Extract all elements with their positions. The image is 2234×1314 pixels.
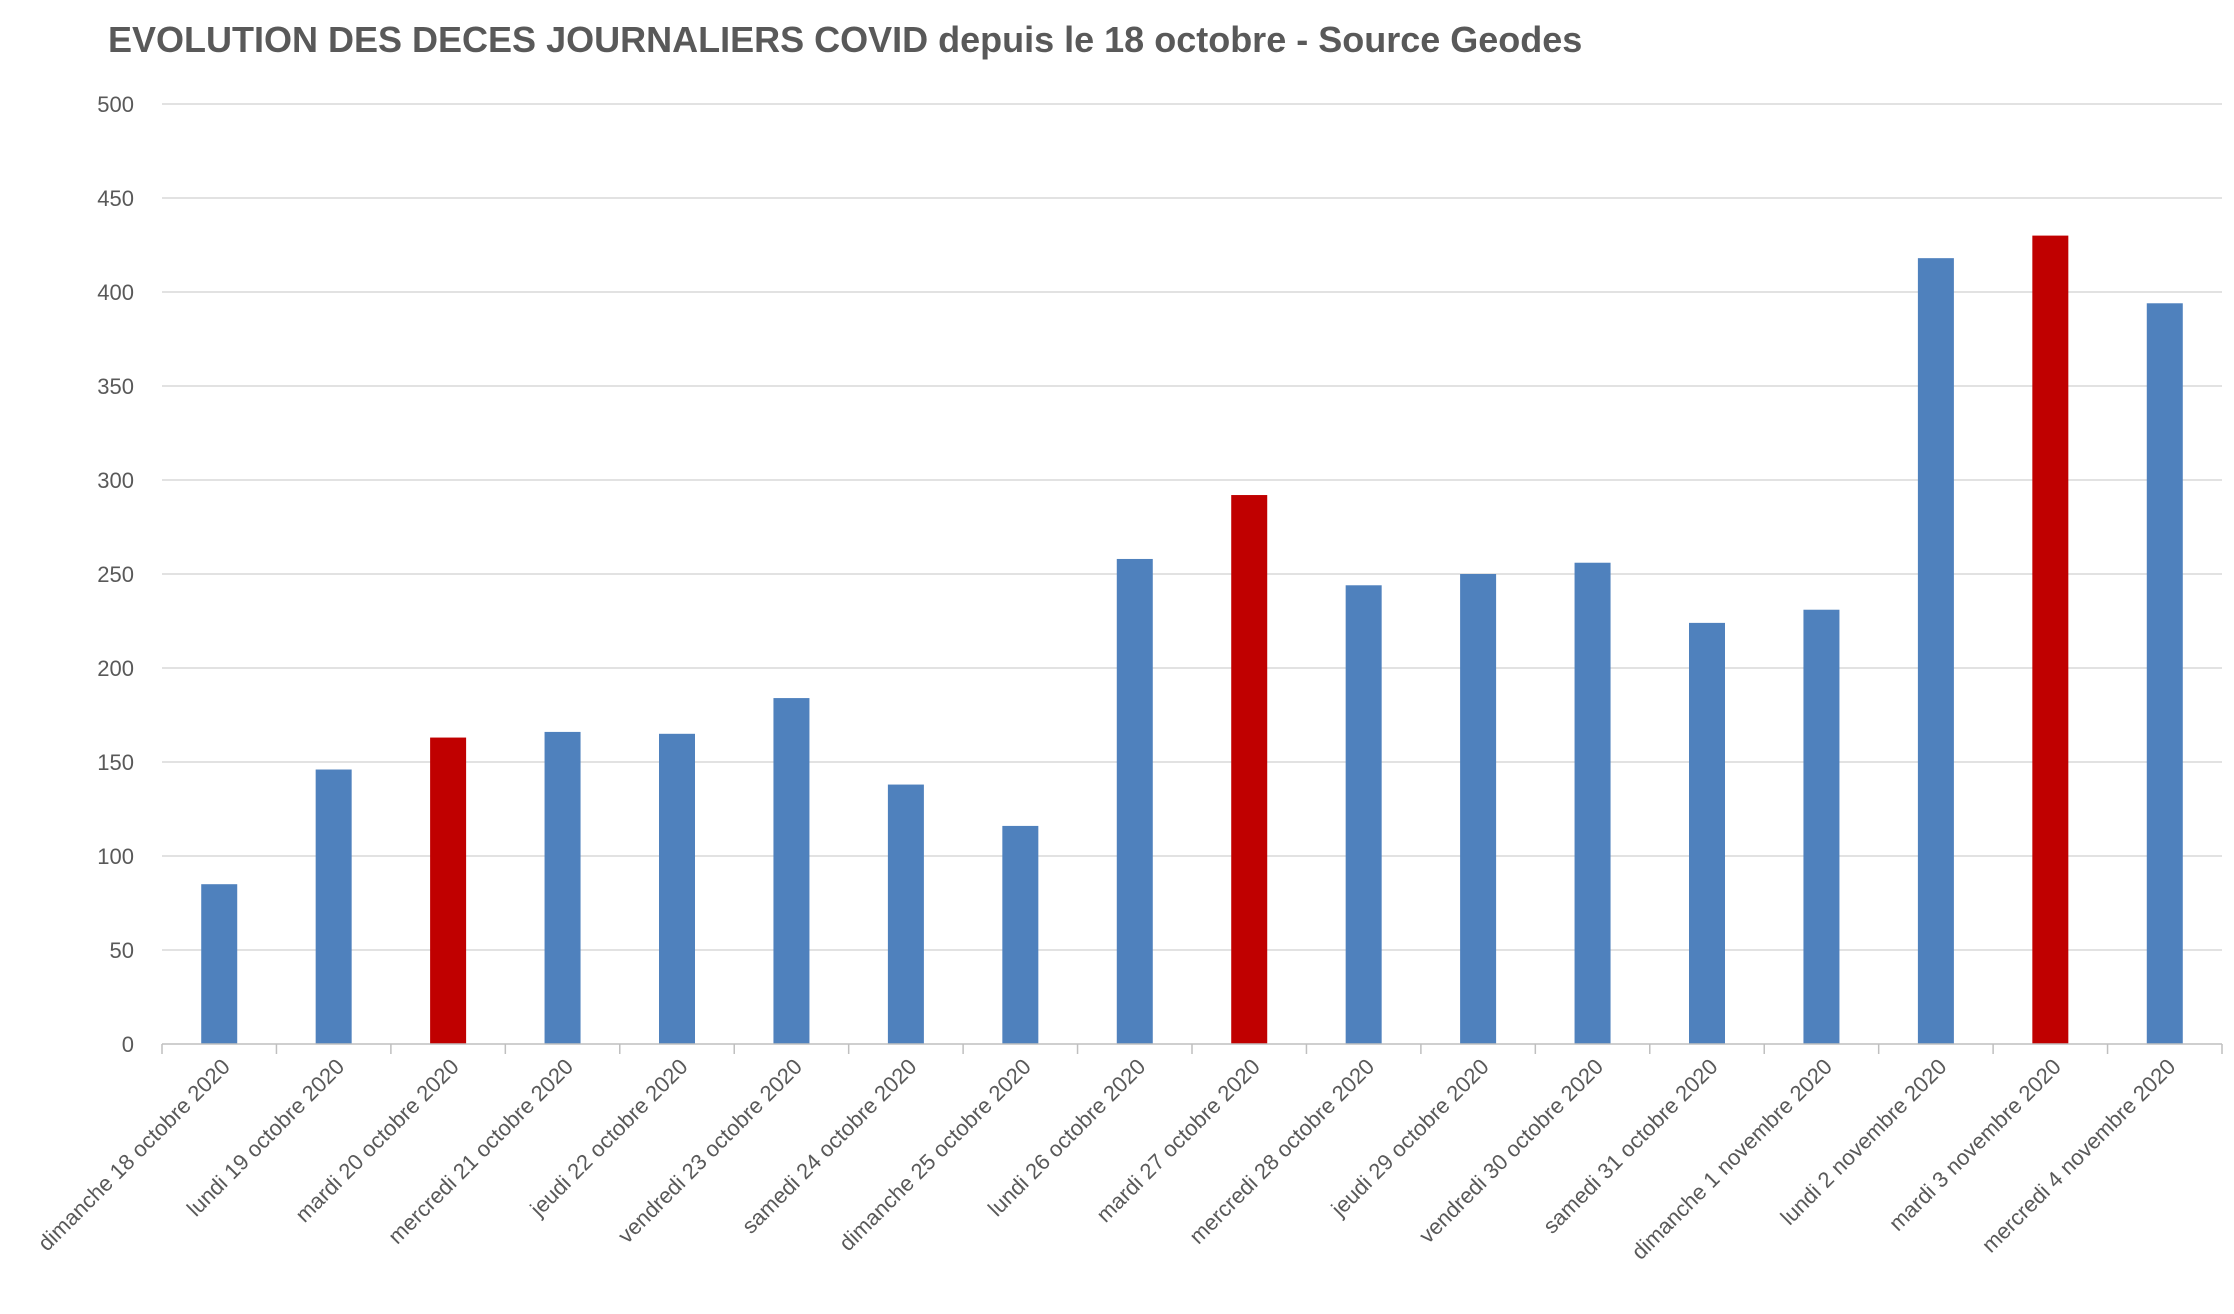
bars [201, 235, 2183, 1045]
y-tick-label: 250 [97, 562, 134, 587]
x-tick-label: vendredi 23 octobre 2020 [613, 1054, 807, 1248]
bar [1803, 609, 1840, 1044]
y-tick-label: 100 [97, 844, 134, 869]
y-tick-label: 0 [122, 1032, 134, 1057]
x-tick-label: dimanche 25 octobre 2020 [834, 1054, 1036, 1256]
bar [659, 733, 695, 1044]
y-tick-label: 500 [97, 92, 134, 117]
bar [201, 884, 238, 1044]
x-tick-label: dimanche 1 novembre 2020 [1626, 1054, 1837, 1265]
bar [1574, 562, 1611, 1044]
bar [315, 769, 352, 1044]
bar [2032, 235, 2069, 1045]
gridlines [162, 103, 2222, 951]
bar [1345, 585, 1382, 1044]
bar [887, 784, 924, 1044]
bar [1002, 825, 1039, 1044]
y-tick-label: 350 [97, 374, 134, 399]
y-tick-label: 150 [97, 750, 134, 775]
bar [1917, 258, 1954, 1044]
y-tick-label: 50 [110, 938, 134, 963]
x-axis-ticks [161, 1044, 2223, 1054]
x-tick-label: mercredi 21 octobre 2020 [383, 1054, 578, 1249]
y-axis-ticks: 0 50 100 150 200 250 300 350 400 450 500 [97, 92, 134, 1057]
y-tick-label: 450 [97, 186, 134, 211]
bar [544, 731, 581, 1044]
chart-title: EVOLUTION DES DECES JOURNALIERS COVID de… [108, 19, 1582, 60]
x-tick-label: vendredi 30 octobre 2020 [1414, 1054, 1608, 1248]
bar [1689, 622, 1725, 1044]
bar [430, 737, 467, 1044]
x-tick-label: dimanche 18 octobre 2020 [33, 1054, 235, 1256]
bar [2146, 303, 2183, 1044]
x-tick-label: mercredi 4 novembre 2020 [1977, 1054, 2181, 1258]
bar [1231, 495, 1268, 1044]
bar [773, 698, 810, 1044]
y-tick-label: 200 [97, 656, 134, 681]
y-tick-label: 400 [97, 280, 134, 305]
bar [1116, 558, 1153, 1044]
x-tick-label: mercredi 28 octobre 2020 [1184, 1054, 1379, 1249]
bar [1460, 574, 1497, 1044]
y-tick-label: 300 [97, 468, 134, 493]
